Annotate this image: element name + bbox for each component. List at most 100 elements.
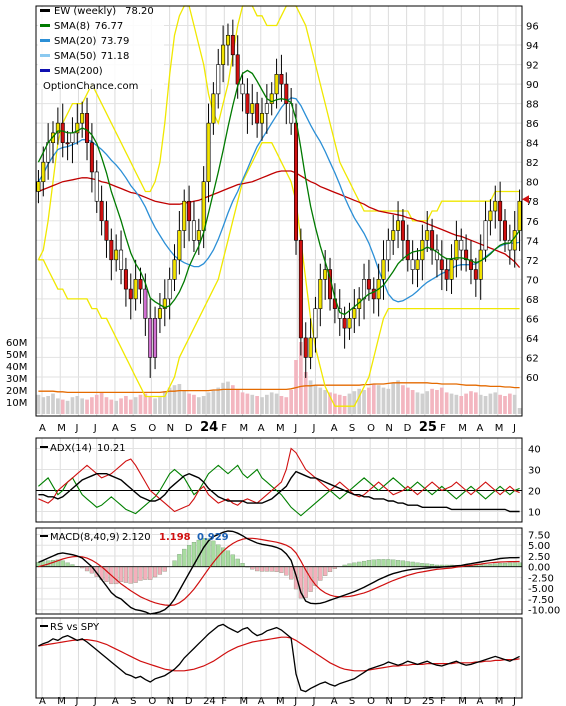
candle-body <box>230 34 235 56</box>
x-tick-label: J <box>74 423 78 434</box>
volume-bar <box>85 399 89 414</box>
candle-body <box>99 200 104 222</box>
macd-histogram-bar <box>60 560 65 567</box>
bollinger-lower-line <box>38 142 520 407</box>
macd-legend-label: MACD(8,40,9) <box>50 532 120 543</box>
candle-body <box>303 337 308 358</box>
candle-body <box>274 74 279 95</box>
price-tick-label: 80 <box>526 178 539 189</box>
legend-label: SMA(8) <box>54 21 90 32</box>
volume-bar <box>488 393 493 414</box>
x-tick-label-bottom: J <box>74 696 78 706</box>
macd-tick-label: 7.50 <box>528 530 550 541</box>
x-tick-label-bottom: O <box>148 696 156 706</box>
x-tick-label: F <box>440 423 446 434</box>
volume-bar <box>303 372 308 414</box>
adx-tick-label: 10 <box>528 508 541 519</box>
volume-bar <box>182 390 187 414</box>
legend-swatch <box>40 54 50 57</box>
volume-bar <box>75 396 80 414</box>
x-tick-label-bottom: A <box>331 696 338 706</box>
x-tick-label: A <box>39 423 46 434</box>
volume-bar <box>328 392 332 414</box>
volume-average-line <box>38 382 520 394</box>
x-tick-label: O <box>148 423 156 434</box>
macd-line <box>38 530 520 615</box>
volume-bar <box>367 387 371 414</box>
candle-body <box>250 103 255 114</box>
macd-tick-label: -7.50 <box>528 595 554 606</box>
volume-bar <box>36 394 41 414</box>
volume-bar <box>221 382 225 414</box>
volume-bar <box>396 380 400 414</box>
volume-bar <box>415 392 420 414</box>
candle-body <box>386 239 391 261</box>
macd-histogram-bar <box>186 545 192 567</box>
candle-body <box>410 259 415 270</box>
x-tick-label-bottom: A <box>258 696 265 706</box>
candle-body <box>94 171 99 202</box>
volume-bar <box>65 400 70 414</box>
candle-body <box>128 288 133 300</box>
volume-bar <box>196 397 201 414</box>
volume-bar <box>391 382 396 414</box>
legend-value: 73.79 <box>101 36 130 47</box>
candle-body <box>507 239 512 251</box>
x-tick-label: 25 <box>419 420 437 435</box>
volume-bar <box>469 391 473 414</box>
macd-histogram-bar <box>123 566 129 583</box>
volume-bar <box>444 392 449 414</box>
candle-body <box>517 200 522 231</box>
candle-body <box>191 220 196 241</box>
candle-body <box>259 113 264 124</box>
volume-bar <box>245 393 250 414</box>
macd-histogram-bar <box>327 566 333 573</box>
volume-bar <box>279 396 284 414</box>
candle-body <box>279 74 284 85</box>
volume-bar <box>269 392 274 414</box>
candle-body <box>65 142 70 145</box>
volume-bar <box>347 393 352 414</box>
adx-tick-label: 20 <box>528 487 541 498</box>
sma-50-line <box>38 170 521 269</box>
x-tick-label-bottom: O <box>367 696 375 706</box>
price-tick-label: 62 <box>526 353 539 364</box>
macd-tick-label: 0.00 <box>528 563 550 574</box>
candle-body <box>391 230 396 241</box>
volume-bar <box>114 400 119 414</box>
price-panel: 96 94 92 90 88 86 84 82 80 78 76 74 72 70 68 66 64 62 60 60… <box>6 5 539 417</box>
volume-tick-label: 20M <box>6 386 27 397</box>
volume-bar <box>498 394 502 414</box>
macd-tick-label: -10.00 <box>528 606 560 617</box>
volume-bar <box>51 393 55 414</box>
volume-bar <box>235 390 240 414</box>
candle-body <box>123 269 128 290</box>
volume-bar <box>299 342 303 414</box>
volume-bar <box>153 398 157 414</box>
volume-bar <box>503 396 507 414</box>
price-tick-label: 76 <box>526 217 539 228</box>
macd-histogram-bar <box>143 566 148 580</box>
volume-bar <box>508 393 512 414</box>
bollinger-upper-line <box>37 5 520 261</box>
x-tick-label-bottom: S <box>130 696 136 706</box>
volume-bar <box>133 397 138 414</box>
macd-tick-label: -2.50 <box>528 573 554 584</box>
macd-histogram-bar <box>255 566 260 572</box>
candle-body <box>483 220 488 251</box>
macd-histogram-bar <box>138 566 143 581</box>
macd-histogram-bar <box>371 559 376 567</box>
volume-bar <box>313 385 318 414</box>
macd-histogram-bar <box>104 566 109 582</box>
candle-body <box>264 103 269 114</box>
volume-bar <box>439 387 444 414</box>
candle-body <box>225 34 230 46</box>
rs-legend-label: RS vs SPY <box>50 622 100 633</box>
volume-tick-label: 10M <box>6 398 27 409</box>
x-tick-label-bottom: A <box>39 696 46 706</box>
volume-bar <box>464 393 468 414</box>
macd-signal-value: 1.198 <box>159 532 191 543</box>
volume-bar <box>410 390 415 414</box>
candle-body <box>342 318 347 329</box>
legend-label: SMA(20) <box>54 36 96 47</box>
